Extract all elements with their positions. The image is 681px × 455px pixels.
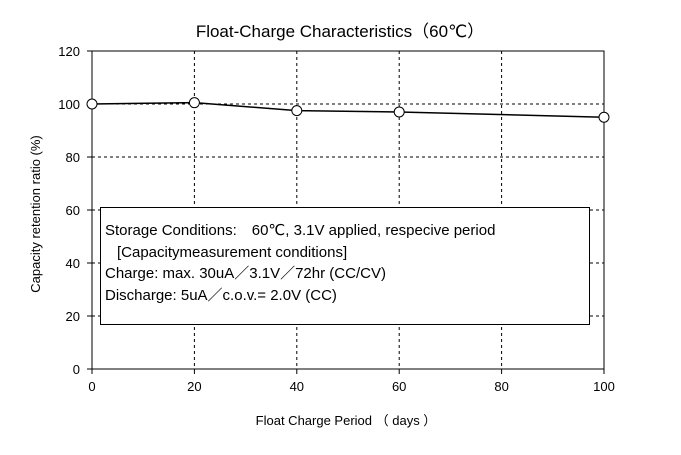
- x-tick-label: 100: [593, 379, 615, 394]
- x-tick-label: 20: [187, 379, 201, 394]
- y-tick-label: 60: [66, 203, 80, 218]
- data-point: [188, 97, 200, 109]
- data-point: [598, 111, 610, 123]
- x-axis-ticks: 0 20 40 60 80 100: [88, 369, 615, 394]
- charge-conditions-text: Charge: max. 30uA／3.1V／72hr (CC/CV): [105, 265, 386, 282]
- data-point: [291, 105, 303, 117]
- x-tick-label: 0: [88, 379, 95, 394]
- chart-title: Float-Charge Characteristics（60℃）: [196, 22, 484, 41]
- y-tick-label: 100: [58, 97, 80, 112]
- x-tick-label: 60: [392, 379, 406, 394]
- x-tick-label: 80: [494, 379, 508, 394]
- measurement-conditions-heading: [Capacitymeasurement conditions]: [117, 243, 348, 261]
- data-point: [86, 98, 98, 110]
- y-tick-label: 40: [66, 256, 80, 271]
- discharge-conditions-text: Discharge: 5uA／c.o.v.= 2.0V (CC): [105, 286, 337, 304]
- series-layer: [86, 97, 610, 123]
- y-tick-label: 0: [73, 362, 80, 377]
- x-axis-label: Float Charge Period （ days ）: [256, 413, 437, 428]
- storage-conditions-text: Storage Conditions: 60℃, 3.1V applied, r…: [105, 222, 496, 239]
- y-axis-label: Capacity retention ratio (%): [28, 135, 43, 293]
- y-tick-label: 120: [58, 44, 80, 59]
- data-point: [393, 106, 405, 118]
- y-tick-label: 20: [66, 309, 80, 324]
- conditions-annotation: Storage Conditions: 60℃, 3.1V applied, r…: [100, 207, 590, 325]
- y-tick-label: 80: [66, 150, 80, 165]
- x-tick-label: 40: [290, 379, 304, 394]
- y-axis-ticks: 0 20 40 60 80 100 120: [58, 44, 92, 377]
- series-line: [91, 101, 605, 118]
